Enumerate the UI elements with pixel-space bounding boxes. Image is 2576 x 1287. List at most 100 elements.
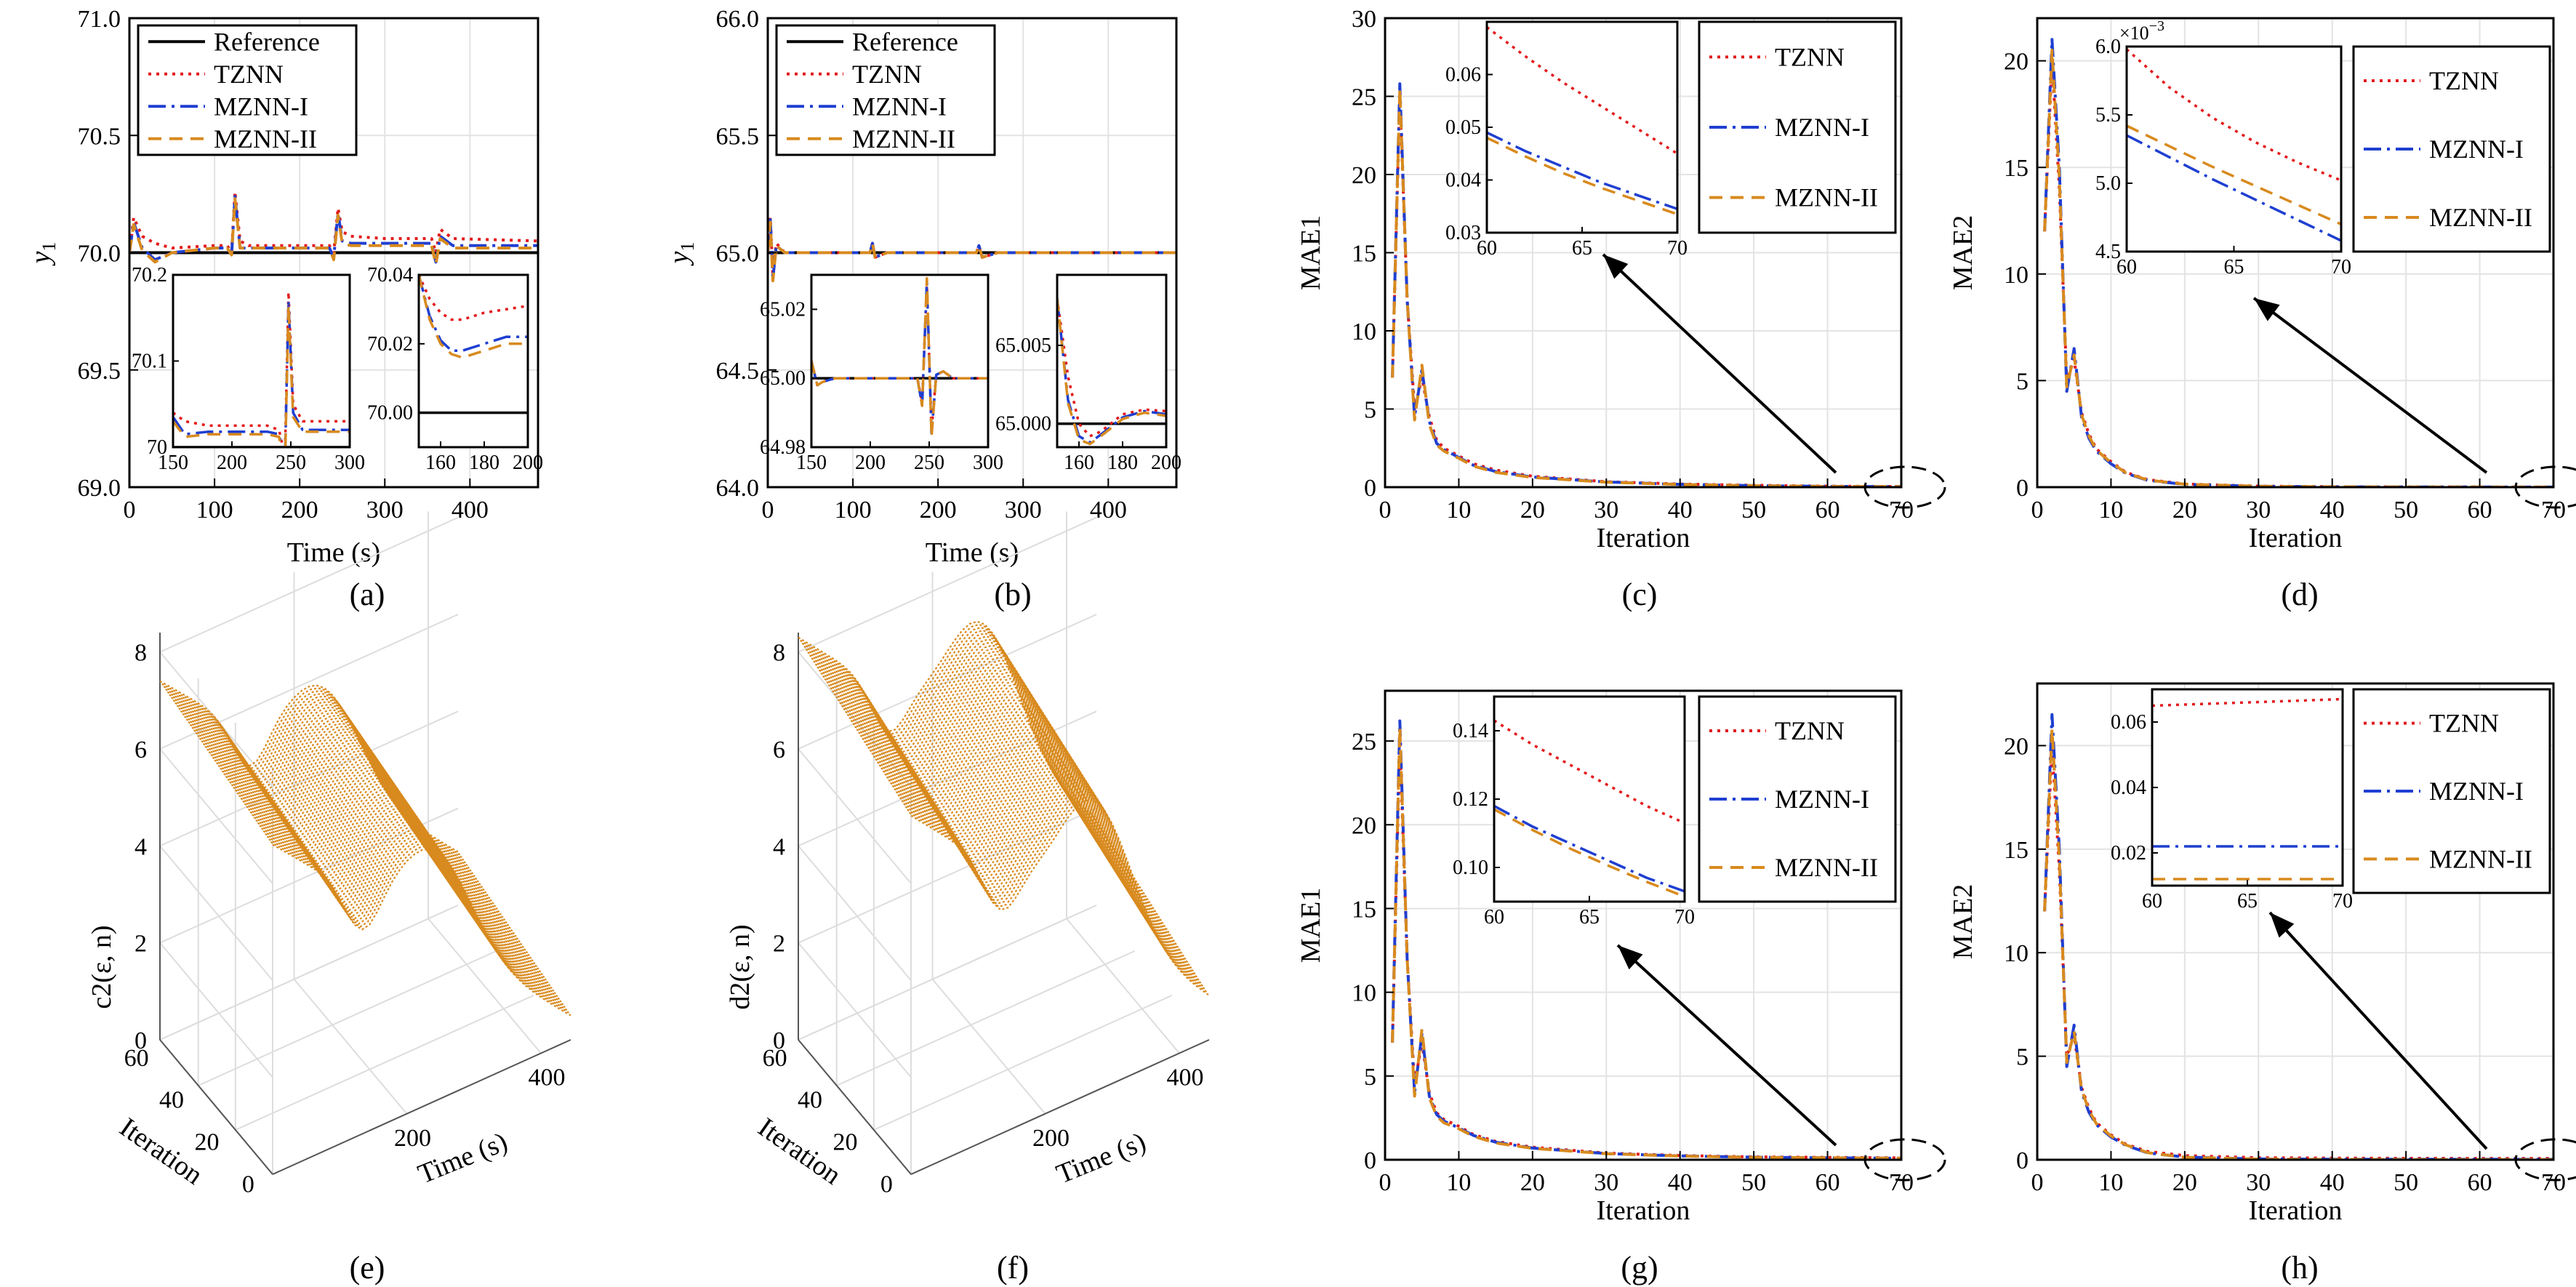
- time-tick-label: 200: [1032, 1125, 1070, 1152]
- x-tick-label: 200: [217, 452, 247, 474]
- x-tick-label: 150: [796, 452, 827, 474]
- zoom-arrow-shaft: [1602, 253, 1837, 474]
- zoom-region-ellipse: [2514, 1138, 2576, 1182]
- surface-strand: [907, 793, 1206, 990]
- series-line-tznn: [129, 190, 538, 254]
- x-tick-label: 60: [1815, 497, 1840, 524]
- x-tick-label: 60: [2116, 256, 2137, 278]
- x-tick-label: 250: [276, 452, 306, 474]
- x-tick-label: 60: [1484, 906, 1504, 929]
- panel-c: 0 10 20 30 40 50 60 70051015202530IterationMAE1…: [1296, 6, 1946, 553]
- y-tick-label: 65.00: [760, 367, 806, 390]
- z-tick-label: 0: [773, 1027, 785, 1054]
- y-tick-label: 0.06: [1445, 64, 1481, 87]
- surface-strand: [882, 754, 1181, 952]
- surface-strand: [161, 683, 461, 856]
- inset-background: [419, 275, 528, 447]
- iteration-tick-label: 0: [242, 1171, 254, 1198]
- x-tick-label: 65: [1579, 906, 1600, 929]
- y-tick-label: 4.5: [2095, 241, 2121, 263]
- inset-zoom-1: 150 200 250 300 64.98 65.00 65.02: [760, 273, 1003, 474]
- panel-d: 0 10 20 30 40 50 60 70 0 5 10 15 20 Iteration MAE2 60 65…: [1948, 17, 2576, 553]
- time-tick-label: 200: [394, 1125, 431, 1152]
- inset-scale-exponent: −3: [2149, 18, 2164, 34]
- panel-caption: (f): [997, 1250, 1029, 1286]
- y-tick-label: 65.02: [760, 298, 806, 321]
- y-tick-label: 70.2: [132, 264, 167, 286]
- y-axis-label-subscript: 1: [39, 242, 60, 252]
- x-axis-label: Time (s): [926, 537, 1019, 568]
- series-group: [1391, 719, 1901, 1160]
- legend-box: [775, 24, 996, 156]
- surface-strand: [826, 665, 1126, 862]
- panel-a: 0 100 200 300 400 69.0 69.5 70.0 70.5 71.0 Time (s…: [25, 6, 543, 568]
- inset-zoom: 60 65 70 4.5 5.0 5.5 6.0×10−3: [2095, 18, 2351, 278]
- x-tick-label: 300: [1005, 497, 1042, 524]
- x-tick-label: 160: [425, 452, 456, 474]
- iteration-axis: [798, 1039, 912, 1175]
- series-line-mznn-i: [173, 299, 350, 447]
- x-tick-label: 0: [1379, 497, 1392, 524]
- y-tick-label: 0.04: [2111, 777, 2146, 799]
- x-tick-label: 65: [2237, 890, 2258, 913]
- x-tick-label: 200: [920, 497, 957, 524]
- series-group: [768, 216, 1176, 283]
- x-tick-label: 50: [2394, 497, 2418, 524]
- y-tick-label: 70.0: [78, 241, 121, 268]
- x-axis-label: Iteration: [2249, 1195, 2343, 1226]
- series-line-mznn-ii: [1057, 298, 1166, 446]
- surface-strand: [818, 653, 1118, 851]
- y-tick-label: 0.10: [1453, 857, 1488, 879]
- x-tick-label: 50: [1741, 1169, 1766, 1196]
- surface-strand: [176, 705, 476, 878]
- series-line-mznn-i: [419, 275, 528, 353]
- surface-strands: [159, 680, 571, 1017]
- legend-label-tznn: TZNN: [1775, 42, 1845, 71]
- surface-strand: [820, 656, 1120, 854]
- panel-caption: (c): [1622, 577, 1658, 612]
- inset-zoom-2: 160 180 200 65.000 65.005: [995, 273, 1181, 474]
- surface-strand: [159, 680, 459, 853]
- series-group: [1057, 298, 1166, 446]
- y-tick-label: 70.04: [367, 264, 413, 286]
- x-tick-label: 400: [1090, 497, 1127, 524]
- x-tick-label: 60: [1477, 237, 1497, 260]
- legend-label-mznn-ii: MZNN-II: [2429, 203, 2532, 232]
- x-tick-label: 70: [2541, 497, 2566, 524]
- zoom-arrow-head: [2270, 913, 2295, 938]
- zoom-arrow-head: [1603, 254, 1629, 279]
- x-tick-label: 30: [2246, 497, 2271, 524]
- series-group: [2127, 48, 2341, 242]
- legend-label-mznn-ii: MZNN-II: [1775, 183, 1878, 212]
- y-tick-label: 0.12: [1453, 788, 1488, 811]
- surface-strand: [856, 713, 1155, 910]
- z-tick-label: 6: [773, 737, 785, 763]
- x-tick-label: 70: [1667, 237, 1688, 260]
- series-line-mznn-ii: [1391, 87, 1901, 487]
- x-tick-label: 150: [158, 452, 188, 474]
- surface-strand: [886, 760, 1186, 958]
- x-tick-label: 100: [196, 497, 233, 524]
- x-tick-label: 30: [1594, 497, 1618, 524]
- x-tick-label: 10: [2098, 497, 2123, 524]
- series-group: [1391, 82, 1901, 487]
- series-line-mznn-ii: [1487, 136, 1677, 216]
- y-tick-label: 5: [1364, 1064, 1376, 1091]
- surface-strand: [901, 784, 1200, 982]
- x-tick-label: 0: [2031, 1169, 2044, 1196]
- y-tick-label: 0: [1364, 475, 1376, 502]
- x-tick-label: 0: [762, 497, 774, 524]
- x-tick-label: 60: [2468, 497, 2492, 524]
- x-tick-label: 65: [1572, 237, 1592, 260]
- z-tick-label: 8: [773, 640, 785, 667]
- time-gridline: [293, 572, 408, 1115]
- iteration-tick-label: 20: [194, 1128, 219, 1155]
- x-tick-label: 60: [1815, 1169, 1840, 1196]
- x-tick-label: 70: [1889, 497, 1914, 524]
- y-tick-label: 65.0: [716, 241, 760, 268]
- surface-strand: [807, 635, 1107, 833]
- time-axis: [910, 1039, 1210, 1175]
- inset-background: [2152, 689, 2343, 886]
- surface-strand: [170, 697, 470, 870]
- panel-g: 0 10 20 30 40 50 60 70 0 5 10 15 20 25 Iteration MAE1 60…: [1296, 689, 1946, 1226]
